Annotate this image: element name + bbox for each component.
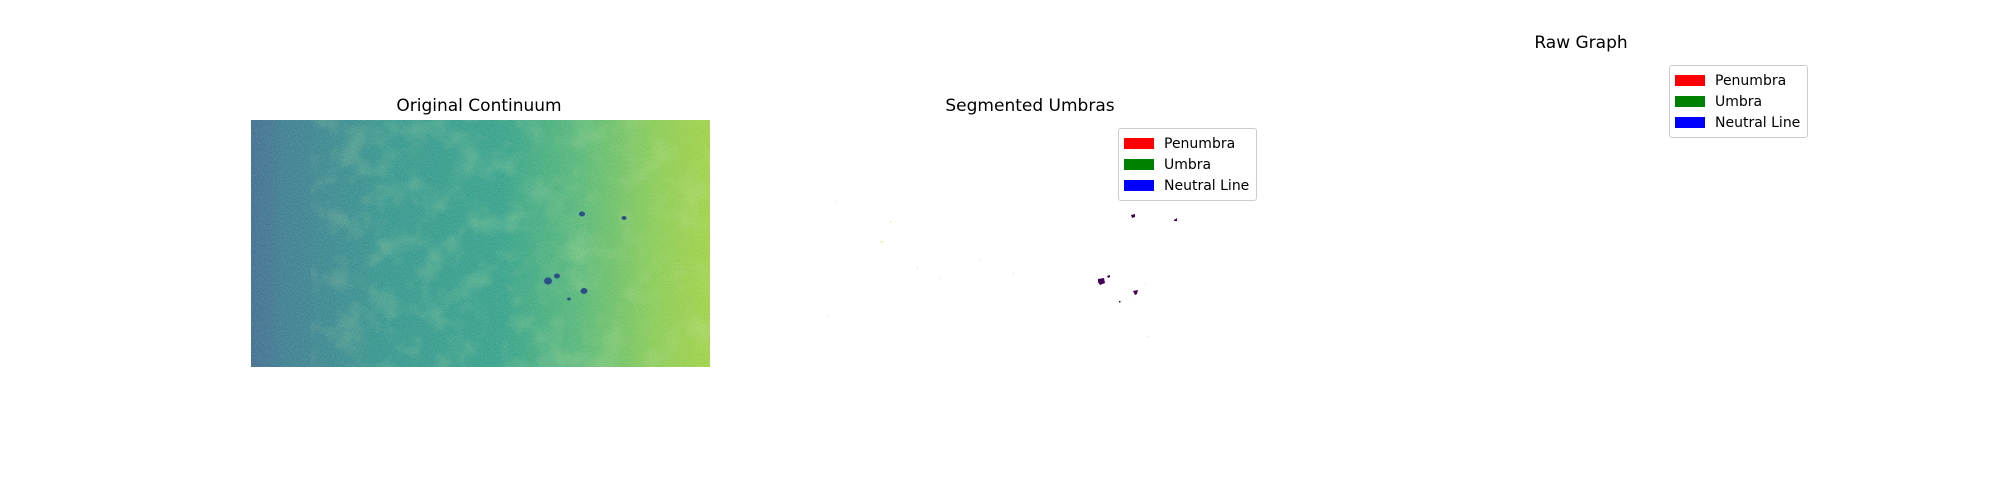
legend-label: Umbra [1164, 156, 1212, 173]
legend-label: Neutral Line [1715, 114, 1801, 131]
neutral-line-swatch [1124, 180, 1154, 191]
legend-label: Neutral Line [1164, 177, 1250, 194]
neutral-line-swatch [1675, 117, 1705, 128]
continuum-image [251, 120, 710, 367]
legend-label: Umbra [1715, 93, 1763, 110]
legend-label: Penumbra [1715, 72, 1787, 89]
segmented-umbras-title: Segmented Umbras [945, 96, 1115, 116]
original-continuum-title: Original Continuum [396, 96, 562, 116]
penumbra-swatch [1124, 138, 1154, 149]
legend-entry-umbra: Umbra [1124, 154, 1249, 175]
legend-entry-umbra: Umbra [1675, 91, 1800, 112]
legend-entry-penumbra: Penumbra [1675, 70, 1800, 91]
legend-entry-neutral-line: Neutral Line [1675, 112, 1800, 133]
segmented-legend: Penumbra Umbra Neutral Line [1118, 128, 1258, 201]
umbra-swatch [1124, 159, 1154, 170]
segmented-umbras-image [828, 201, 1177, 337]
speckle-regions [881, 221, 892, 243]
penumbra-swatch [1675, 75, 1705, 86]
sunspots [544, 211, 627, 301]
legend-entry-neutral-line: Neutral Line [1124, 175, 1249, 196]
legend-label: Penumbra [1164, 135, 1236, 152]
umbra-regions [1098, 214, 1177, 303]
umbra-swatch [1675, 96, 1705, 107]
legend-entry-penumbra: Penumbra [1124, 133, 1249, 154]
raw-graph-title: Raw Graph [1534, 33, 1628, 53]
faint-specks [828, 201, 1148, 337]
raw-graph-legend: Penumbra Umbra Neutral Line [1669, 65, 1809, 138]
